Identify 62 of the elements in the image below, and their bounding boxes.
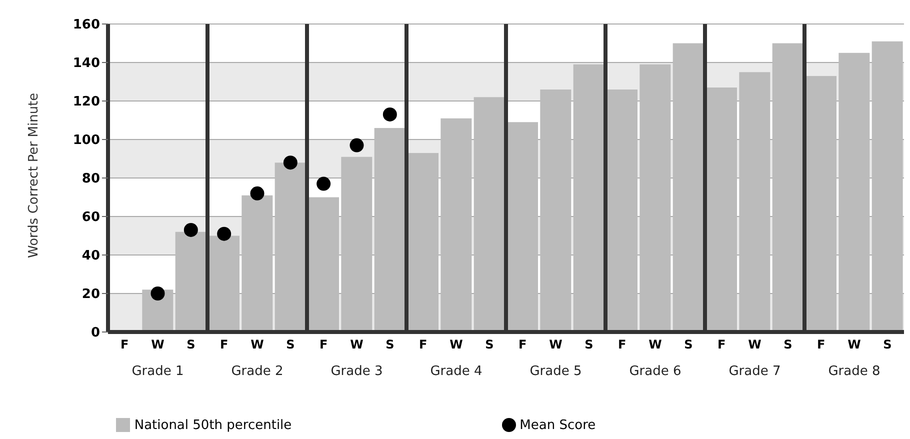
bar	[838, 52, 870, 332]
x-tick-label: F	[717, 338, 726, 352]
y-tick-label: 120	[72, 94, 100, 110]
x-tick-label: F	[220, 338, 228, 352]
bar	[341, 156, 372, 332]
x-tick-label: S	[684, 338, 693, 352]
point	[184, 222, 198, 237]
y-tick-label: 100	[72, 133, 100, 148]
text: Grade 6	[629, 364, 682, 380]
y-tick-label: 40	[82, 248, 100, 264]
x-tick-label: W	[450, 338, 463, 352]
bar	[540, 89, 572, 332]
bar	[872, 41, 903, 332]
bar	[739, 72, 770, 332]
bar	[440, 118, 472, 332]
x-tick-label: W	[151, 338, 164, 352]
point	[316, 176, 331, 191]
x-tick-label: W	[748, 338, 762, 352]
text: Grade 8	[828, 364, 880, 380]
y-tick-label: 140	[72, 56, 100, 72]
x-tick-label: W	[648, 338, 662, 352]
x-tick-label: S	[584, 338, 594, 352]
point	[283, 156, 298, 170]
text: Grade 4	[430, 364, 482, 380]
x-tick-label: F	[319, 338, 328, 352]
bar	[175, 232, 206, 332]
x-tick-label: S	[386, 338, 394, 352]
x-tick-label: S	[485, 338, 494, 352]
y-tick-label: 20	[82, 287, 100, 302]
x-tick-label: W	[250, 338, 264, 352]
x-tick-label: S	[883, 338, 892, 352]
x-tick-label: F	[120, 338, 129, 352]
x-tick-label: W	[350, 338, 364, 352]
y-tick-label: 80	[82, 172, 100, 187]
point	[250, 186, 264, 200]
text: Grade 1	[132, 364, 184, 380]
point	[350, 138, 364, 152]
y-tick-label: 0	[90, 326, 100, 341]
x-tick-label: W	[848, 338, 861, 352]
x-tick-label: F	[418, 338, 428, 352]
bar	[242, 195, 273, 332]
text: Grade 7	[728, 364, 781, 380]
legend-label: Mean Score	[520, 418, 596, 433]
legend-label: National 50th percentile	[134, 418, 292, 433]
y-tick-label: 60	[82, 210, 100, 226]
x-tick-label: W	[549, 338, 562, 352]
y-tick-label: 160	[72, 18, 100, 33]
point	[382, 107, 397, 122]
x-tick-label: S	[186, 338, 196, 352]
x-tick-label: F	[816, 338, 826, 352]
bar	[208, 236, 240, 332]
x-tick-label: F	[518, 338, 527, 352]
text: Grade 5	[530, 364, 582, 380]
point	[150, 286, 165, 300]
point	[217, 226, 232, 241]
text: Grade 3	[330, 364, 383, 380]
text: Grade 2	[231, 364, 284, 380]
x-tick-label: F	[618, 338, 626, 352]
x-tick-label: S	[286, 338, 295, 352]
y-axis-title: Words Correct Per Minute	[26, 92, 42, 258]
x-tick-label: S	[784, 338, 792, 352]
bar	[640, 64, 671, 332]
